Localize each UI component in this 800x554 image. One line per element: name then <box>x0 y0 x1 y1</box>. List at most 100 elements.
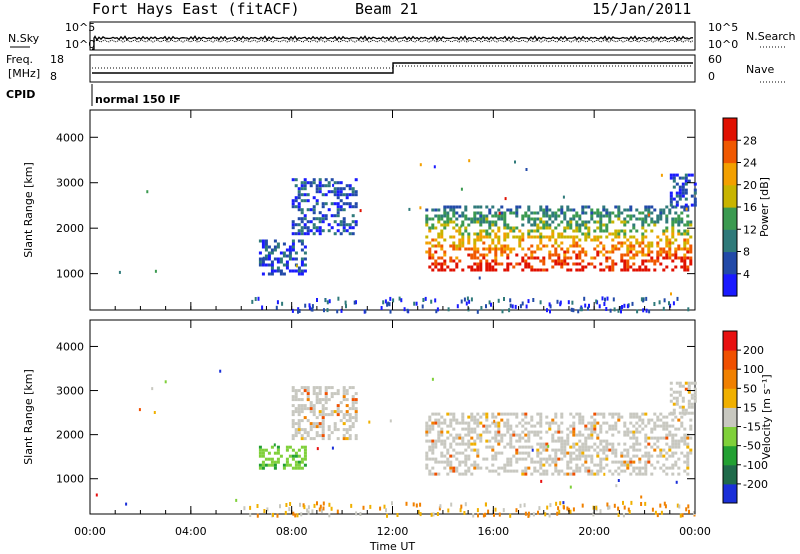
power-noise-cell <box>647 213 650 217</box>
power-echo-cell <box>668 247 672 251</box>
power-echo-cell <box>479 235 483 239</box>
power-ground-scatter <box>340 308 343 313</box>
velocity-echo-cell <box>351 398 355 402</box>
power-echo-cell <box>455 256 459 260</box>
velocity-echo-cell <box>545 442 549 446</box>
velocity-echo-cell <box>312 410 316 414</box>
power-echo-cell <box>632 247 636 251</box>
velocity-echo-cell <box>431 412 435 416</box>
velocity-echo-cell <box>431 421 435 425</box>
power-echo-cell <box>557 235 561 239</box>
power-ground-scatter <box>584 303 587 308</box>
velocity-echo-cell <box>581 415 585 419</box>
power-echo-cell <box>677 232 681 236</box>
power-echo-cell <box>303 199 307 203</box>
power-echo-cell <box>449 208 453 212</box>
power-echo-cell <box>437 214 441 218</box>
power-echo-cell <box>458 205 462 209</box>
velocity-echo-cell <box>584 424 588 428</box>
power-echo-cell <box>608 265 612 269</box>
velocity-echo-cell <box>578 415 582 419</box>
power-echo-cell <box>629 250 633 254</box>
velocity-echo-cell <box>303 457 307 461</box>
velocity-echo-cell <box>324 413 328 417</box>
power-echo-cell <box>333 214 337 218</box>
power-echo-cell <box>503 250 507 254</box>
velocity-ground-scatter <box>272 512 274 517</box>
power-echo-cell <box>449 205 453 209</box>
velocity-echo-cell <box>488 430 492 434</box>
power-echo-cell <box>683 241 687 245</box>
velocity-ground-scatter <box>266 507 269 512</box>
power-echo-cell <box>569 226 573 230</box>
power-echo-cell <box>674 220 678 224</box>
velocity-colorbar-swatch <box>723 388 737 408</box>
power-echo-cell <box>638 250 642 254</box>
velocity-echo-cell <box>533 433 537 437</box>
velocity-echo-cell <box>437 436 441 440</box>
velocity-echo-cell <box>542 472 546 476</box>
power-noise-cell <box>468 159 471 163</box>
velocity-echo-cell <box>524 415 528 419</box>
power-echo-cell <box>267 245 271 249</box>
velocity-echo-cell <box>291 386 295 390</box>
power-echo-cell <box>467 238 471 242</box>
power-echo-cell <box>521 232 525 236</box>
velocity-echo-cell <box>503 466 507 470</box>
velocity-echo-cell <box>342 398 346 402</box>
power-echo-cell <box>647 268 651 272</box>
power-echo-cell <box>575 262 579 266</box>
velocity-echo-cell <box>339 419 343 423</box>
velocity-echo-cell <box>443 439 447 443</box>
power-echo-cell <box>674 250 678 254</box>
velocity-echo-cell <box>351 386 355 390</box>
velocity-echo-cell <box>678 393 682 397</box>
power-ground-scatter <box>497 298 500 303</box>
power-echo-cell <box>680 220 684 224</box>
power-echo-cell <box>593 229 597 233</box>
power-echo-cell <box>470 247 474 251</box>
velocity-echo-cell <box>303 448 307 452</box>
velocity-echo-cell <box>687 402 691 406</box>
power-echo-cell <box>551 265 555 269</box>
velocity-echo-cell <box>638 469 642 473</box>
power-echo-cell <box>440 217 444 221</box>
power-echo-cell <box>542 208 546 212</box>
velocity-echo-cell <box>500 451 504 455</box>
power-echo-cell <box>686 241 690 245</box>
velocity-echo-cell <box>497 421 501 425</box>
power-echo-cell <box>557 208 561 212</box>
velocity-echo-cell <box>470 430 474 434</box>
power-echo-cell <box>273 239 277 243</box>
velocity-echo-cell <box>285 448 289 452</box>
velocity-echo-cell <box>336 437 340 441</box>
velocity-echo-cell <box>351 401 355 405</box>
power-echo-cell <box>632 244 636 248</box>
velocity-echo-cell <box>677 418 681 422</box>
power-echo-cell <box>557 214 561 218</box>
velocity-echo-cell <box>629 472 633 476</box>
velocity-echo-cell <box>276 457 280 461</box>
power-echo-cell <box>683 208 687 212</box>
velocity-echo-cell <box>536 448 540 452</box>
power-ground-scatter <box>387 301 390 306</box>
power-ground-scatter <box>456 304 459 309</box>
velocity-echo-cell <box>653 412 657 416</box>
velocity-echo-cell <box>674 433 678 437</box>
velocity-echo-cell <box>452 454 456 458</box>
power-echo-cell <box>608 250 612 254</box>
velocity-echo-cell <box>345 419 349 423</box>
power-echo-cell <box>569 223 573 227</box>
velocity-echo-cell <box>587 466 591 470</box>
velocity-echo-cell <box>321 413 325 417</box>
velocity-echo-cell <box>476 421 480 425</box>
power-echo-cell <box>464 226 468 230</box>
power-echo-cell <box>686 220 690 224</box>
velocity-echo-cell <box>557 427 561 431</box>
x-tick-label: 04:00 <box>175 525 207 538</box>
velocity-echo-cell <box>440 415 444 419</box>
velocity-echo-cell <box>312 422 316 426</box>
power-echo-cell <box>605 259 609 263</box>
power-echo-cell <box>554 217 558 221</box>
power-echo-cell <box>485 247 489 251</box>
